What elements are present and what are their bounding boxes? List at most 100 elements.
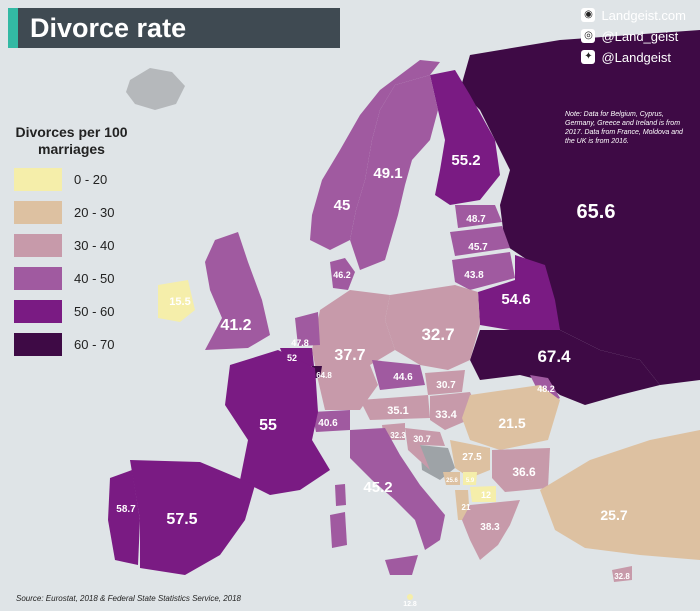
north-macedonia-shape [470,486,496,502]
value-label-sweden: 49.1 [373,165,402,182]
germany-shape [312,290,395,410]
value-label-italy: 45.2 [363,479,392,496]
value-label-romania: 21.5 [498,415,525,431]
value-label-slovenia: 32.3 [390,431,406,440]
value-label-bulgaria: 36.6 [512,465,536,479]
value-label-germany: 37.7 [334,347,365,364]
value-label-cyprus: 32.8 [614,572,630,581]
legend-label: 0 - 20 [74,172,108,187]
value-label-lithuania: 43.8 [464,270,484,281]
malta-shape [407,594,413,600]
netherlands-shape [295,312,320,346]
bulgaria-shape [492,448,550,492]
value-label-belgium: 52 [287,353,297,363]
twitter-icon: ✦ [581,50,596,64]
social-instagram-label: @Land_geist [601,28,679,44]
legend-item: 30 - 40 [14,234,129,257]
estonia-shape [455,205,502,228]
kosovo-shape [463,472,477,485]
value-label-russia: 65.6 [577,201,616,223]
social-twitter[interactable]: ✦ @Landgeist [581,48,686,66]
serbia-shape [450,440,490,478]
spain-shape [130,460,255,575]
social-links: ◉ Landgeist.com ◎ @Land_geist ✦ @Landgei… [581,6,686,69]
ukraine-shape [470,330,660,405]
value-label-turkey: 25.7 [600,507,627,523]
legend-label: 30 - 40 [74,238,115,253]
value-label-latvia: 45.7 [468,242,488,253]
value-label-hungary: 33.4 [435,409,457,421]
greece-shape [462,500,520,560]
value-label-denmark: 46.2 [333,270,351,280]
social-instagram[interactable]: ◎ @Land_geist [581,27,686,45]
legend-item: 20 - 30 [14,201,129,224]
legend-item: 0 - 20 [14,168,129,191]
ireland-shape [158,280,195,322]
legend-label: 60 - 70 [74,337,115,352]
hungary-shape [430,392,480,430]
slovakia-shape [425,370,465,395]
globe-icon: ◉ [581,8,596,22]
cyprus-shape [612,566,632,582]
legend: Divorces per 100 marriages 0 - 20 20 - 30… [14,124,129,356]
norway-shape [310,60,440,250]
legend-item: 50 - 60 [14,300,129,323]
value-label-france: 55 [259,417,277,434]
legend-label: 50 - 60 [74,304,115,319]
value-label-luxembourg: 64.8 [316,371,332,380]
iceland-shape [126,68,185,110]
poland-shape [385,285,480,370]
value-label-netherlands: 47.8 [291,338,309,348]
legend-item: 60 - 70 [14,333,129,356]
finland-shape [430,70,500,205]
instagram-icon: ◎ [581,29,596,43]
social-website[interactable]: ◉ Landgeist.com [581,6,686,24]
value-label-moldova: 48.2 [537,384,555,394]
sicily-shape [385,555,418,575]
social-website-label: Landgeist.com [601,7,686,23]
legend-label: 40 - 50 [74,271,115,286]
denmark-shape [330,258,355,290]
value-label-albania: 21 [462,503,471,512]
value-label-greece: 38.3 [480,522,500,533]
italy-shape [350,428,445,550]
value-label-poland: 32.7 [421,325,454,344]
value-label-czechia: 44.6 [393,372,413,383]
legend-swatch [14,333,62,356]
value-label-serbia: 27.5 [462,452,482,463]
page-title: Divorce rate [30,13,187,43]
legend-label: 20 - 30 [74,205,115,220]
lithuania-shape [452,252,515,290]
austria-shape [360,395,430,420]
title-bar: Divorce rate [8,8,340,48]
portugal-shape [108,470,140,565]
france-shape [225,350,330,495]
legend-item: 40 - 50 [14,267,129,290]
corsica-shape [335,484,346,506]
latvia-shape [450,226,510,256]
value-label-belarus: 54.6 [501,291,530,308]
montenegro-shape [443,472,460,485]
value-label-spain: 57.5 [166,511,197,528]
value-label-austria: 35.1 [387,405,408,417]
switzerland-shape [312,410,350,432]
legend-swatch [14,267,62,290]
title-accent [8,8,18,48]
czechia-shape [372,360,425,390]
legend-rows: 0 - 20 20 - 30 30 - 40 40 - 50 50 - 60 60 - 7… [14,168,129,356]
value-label-croatia: 30.7 [413,434,431,444]
source-caption: Source: Eurostat, 2018 & Federal State S… [16,594,242,603]
value-label-montenegro: 25.6 [446,478,458,484]
legend-swatch [14,300,62,323]
value-label-north-macedonia: 12 [481,490,491,500]
romania-shape [462,385,560,450]
uk-shape [205,232,270,350]
legend-swatch [14,234,62,257]
value-label-ukraine: 67.4 [537,347,571,366]
croatia-shape [405,428,445,470]
value-label-uk: 41.2 [220,317,251,334]
value-label-finland: 55.2 [451,152,480,169]
russia-shape [460,30,700,385]
bosnia-shape [420,445,455,480]
